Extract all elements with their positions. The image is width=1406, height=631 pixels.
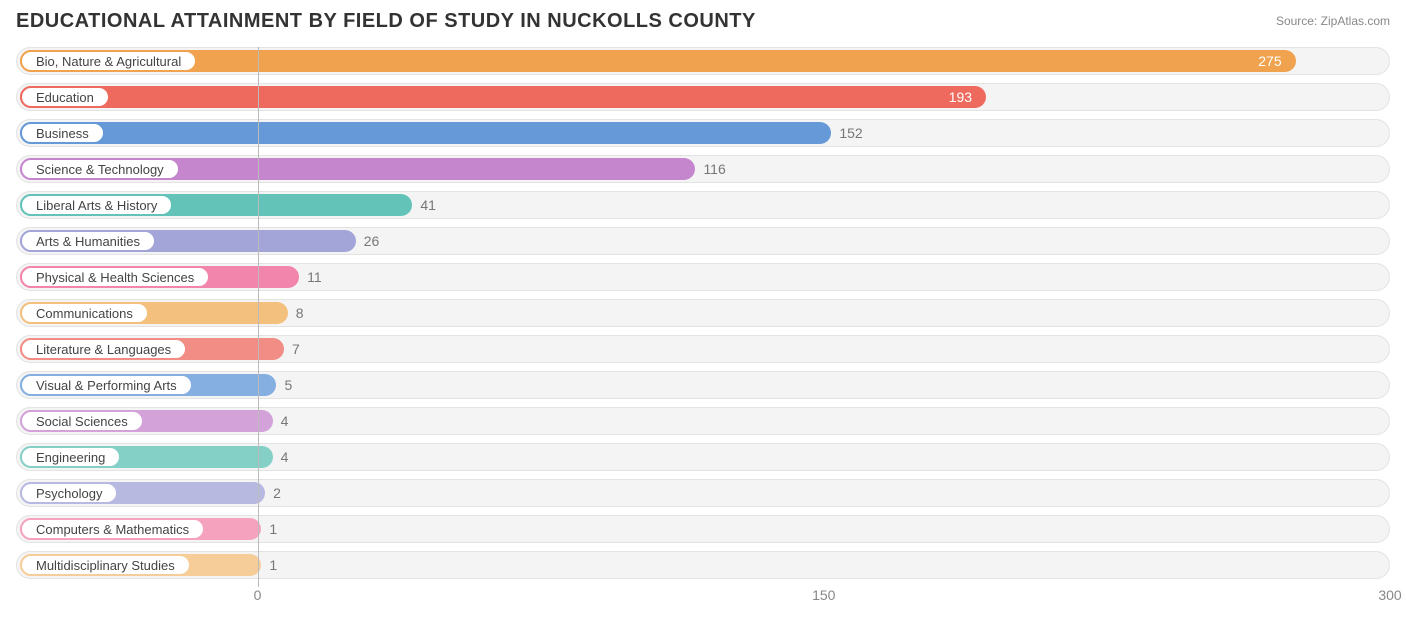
value-label: 7 <box>284 335 300 363</box>
bar-row: Liberal Arts & History 41 <box>16 191 1390 219</box>
category-pill: Psychology <box>20 482 118 504</box>
value-label: 2 <box>265 479 281 507</box>
bar-row: Science & Technology 116 <box>16 155 1390 183</box>
bar-row: Communications 8 <box>16 299 1390 327</box>
category-pill: Science & Technology <box>20 158 180 180</box>
chart-container: EDUCATIONAL ATTAINMENT BY FIELD OF STUDY… <box>0 0 1406 631</box>
category-pill: Visual & Performing Arts <box>20 374 193 396</box>
value-label: 1 <box>261 515 277 543</box>
axis-tick: 300 <box>1378 587 1401 603</box>
category-pill: Liberal Arts & History <box>20 194 173 216</box>
source-label: Source: ZipAtlas.com <box>1276 14 1390 28</box>
bar-row: Education193 <box>16 83 1390 111</box>
value-label: 116 <box>695 155 725 183</box>
value-label: 275 <box>20 47 1296 75</box>
category-pill: Social Sciences <box>20 410 144 432</box>
bar-row: Multidisciplinary Studies 1 <box>16 551 1390 579</box>
bar-row: Bio, Nature & Agricultural275 <box>16 47 1390 75</box>
bar-row: Business 152 <box>16 119 1390 147</box>
value-label: 8 <box>288 299 304 327</box>
value-label: 5 <box>276 371 292 399</box>
value-label: 4 <box>273 443 289 471</box>
value-label: 11 <box>299 263 322 291</box>
bar-row: Engineering 4 <box>16 443 1390 471</box>
axis-tick: 150 <box>812 587 835 603</box>
category-pill: Computers & Mathematics <box>20 518 205 540</box>
category-pill: Literature & Languages <box>20 338 187 360</box>
value-label: 26 <box>356 227 380 255</box>
value-label: 1 <box>261 551 277 579</box>
chart-area: Bio, Nature & Agricultural275 Education19… <box>16 47 1390 617</box>
bar-row: Physical & Health Sciences 11 <box>16 263 1390 291</box>
value-label: 4 <box>273 407 289 435</box>
value-label: 193 <box>20 83 986 111</box>
bar-tracks: Bio, Nature & Agricultural275 Education19… <box>16 47 1390 579</box>
chart-title: EDUCATIONAL ATTAINMENT BY FIELD OF STUDY… <box>16 10 756 33</box>
category-pill: Physical & Health Sciences <box>20 266 210 288</box>
bar-row: Psychology 2 <box>16 479 1390 507</box>
bar-row: Arts & Humanities 26 <box>16 227 1390 255</box>
axis-tick: 0 <box>254 587 262 603</box>
bar-row: Social Sciences 4 <box>16 407 1390 435</box>
category-pill: Engineering <box>20 446 121 468</box>
bar-row: Computers & Mathematics 1 <box>16 515 1390 543</box>
bar-fill <box>20 122 831 144</box>
bar-row: Visual & Performing Arts 5 <box>16 371 1390 399</box>
category-pill: Communications <box>20 302 149 324</box>
bar-row: Literature & Languages 7 <box>16 335 1390 363</box>
category-pill: Business <box>20 122 105 144</box>
category-pill: Multidisciplinary Studies <box>20 554 191 576</box>
header: EDUCATIONAL ATTAINMENT BY FIELD OF STUDY… <box>16 10 1390 33</box>
x-axis: 0150300 <box>16 587 1390 617</box>
zero-gridline <box>258 47 259 587</box>
value-label: 41 <box>412 191 436 219</box>
value-label: 152 <box>831 119 862 147</box>
category-pill: Arts & Humanities <box>20 230 156 252</box>
